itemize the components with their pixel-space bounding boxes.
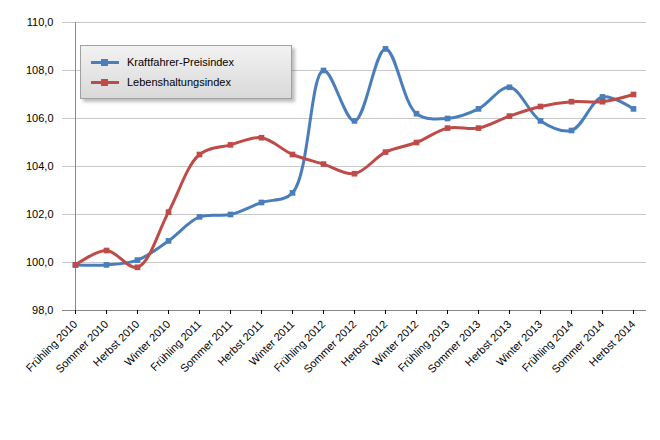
svg-text:Sommer 2011: Sommer 2011 [178, 318, 235, 375]
svg-text:Frühling 2011: Frühling 2011 [147, 317, 204, 374]
svg-text:Winter 2011: Winter 2011 [246, 317, 297, 368]
svg-text:Herbst 2013: Herbst 2013 [462, 317, 514, 369]
svg-text:98,0: 98,0 [32, 304, 53, 316]
svg-text:108,0: 108,0 [26, 64, 54, 76]
svg-text:Winter 2013: Winter 2013 [494, 317, 545, 369]
svg-text:Frühling 2010: Frühling 2010 [23, 317, 80, 374]
svg-text:Frühling 2013: Frühling 2013 [395, 317, 452, 374]
svg-text:Sommer 2013: Sommer 2013 [425, 318, 482, 375]
svg-text:Herbst 2012: Herbst 2012 [338, 317, 390, 369]
svg-text:110,0: 110,0 [27, 16, 54, 28]
svg-text:Sommer 2012: Sommer 2012 [301, 318, 358, 375]
svg-text:100,0: 100,0 [26, 256, 54, 268]
svg-text:Winter 2012: Winter 2012 [370, 317, 421, 369]
svg-text:Sommer 2010: Sommer 2010 [53, 318, 110, 375]
svg-text:104,0: 104,0 [26, 160, 54, 172]
html-text:Kraftfahrer-Preisindex: Kraftfahrer-Preisindex [127, 56, 234, 68]
svg-text:Winter 2010: Winter 2010 [122, 317, 173, 369]
svg-text:Sommer 2014: Sommer 2014 [549, 318, 606, 375]
svg-text:Herbst 2014: Herbst 2014 [587, 318, 638, 369]
svg-text:Herbst 2011: Herbst 2011 [215, 317, 266, 368]
html-text:Lebenshaltungsindex: Lebenshaltungsindex [127, 76, 231, 88]
svg-text:102,0: 102,0 [26, 208, 54, 220]
svg-text:Frühling 2014: Frühling 2014 [519, 317, 576, 374]
svg-text:106,0: 106,0 [26, 112, 54, 124]
svg-text:Frühling 2012: Frühling 2012 [271, 317, 328, 374]
svg-text:Herbst 2010: Herbst 2010 [90, 317, 142, 369]
